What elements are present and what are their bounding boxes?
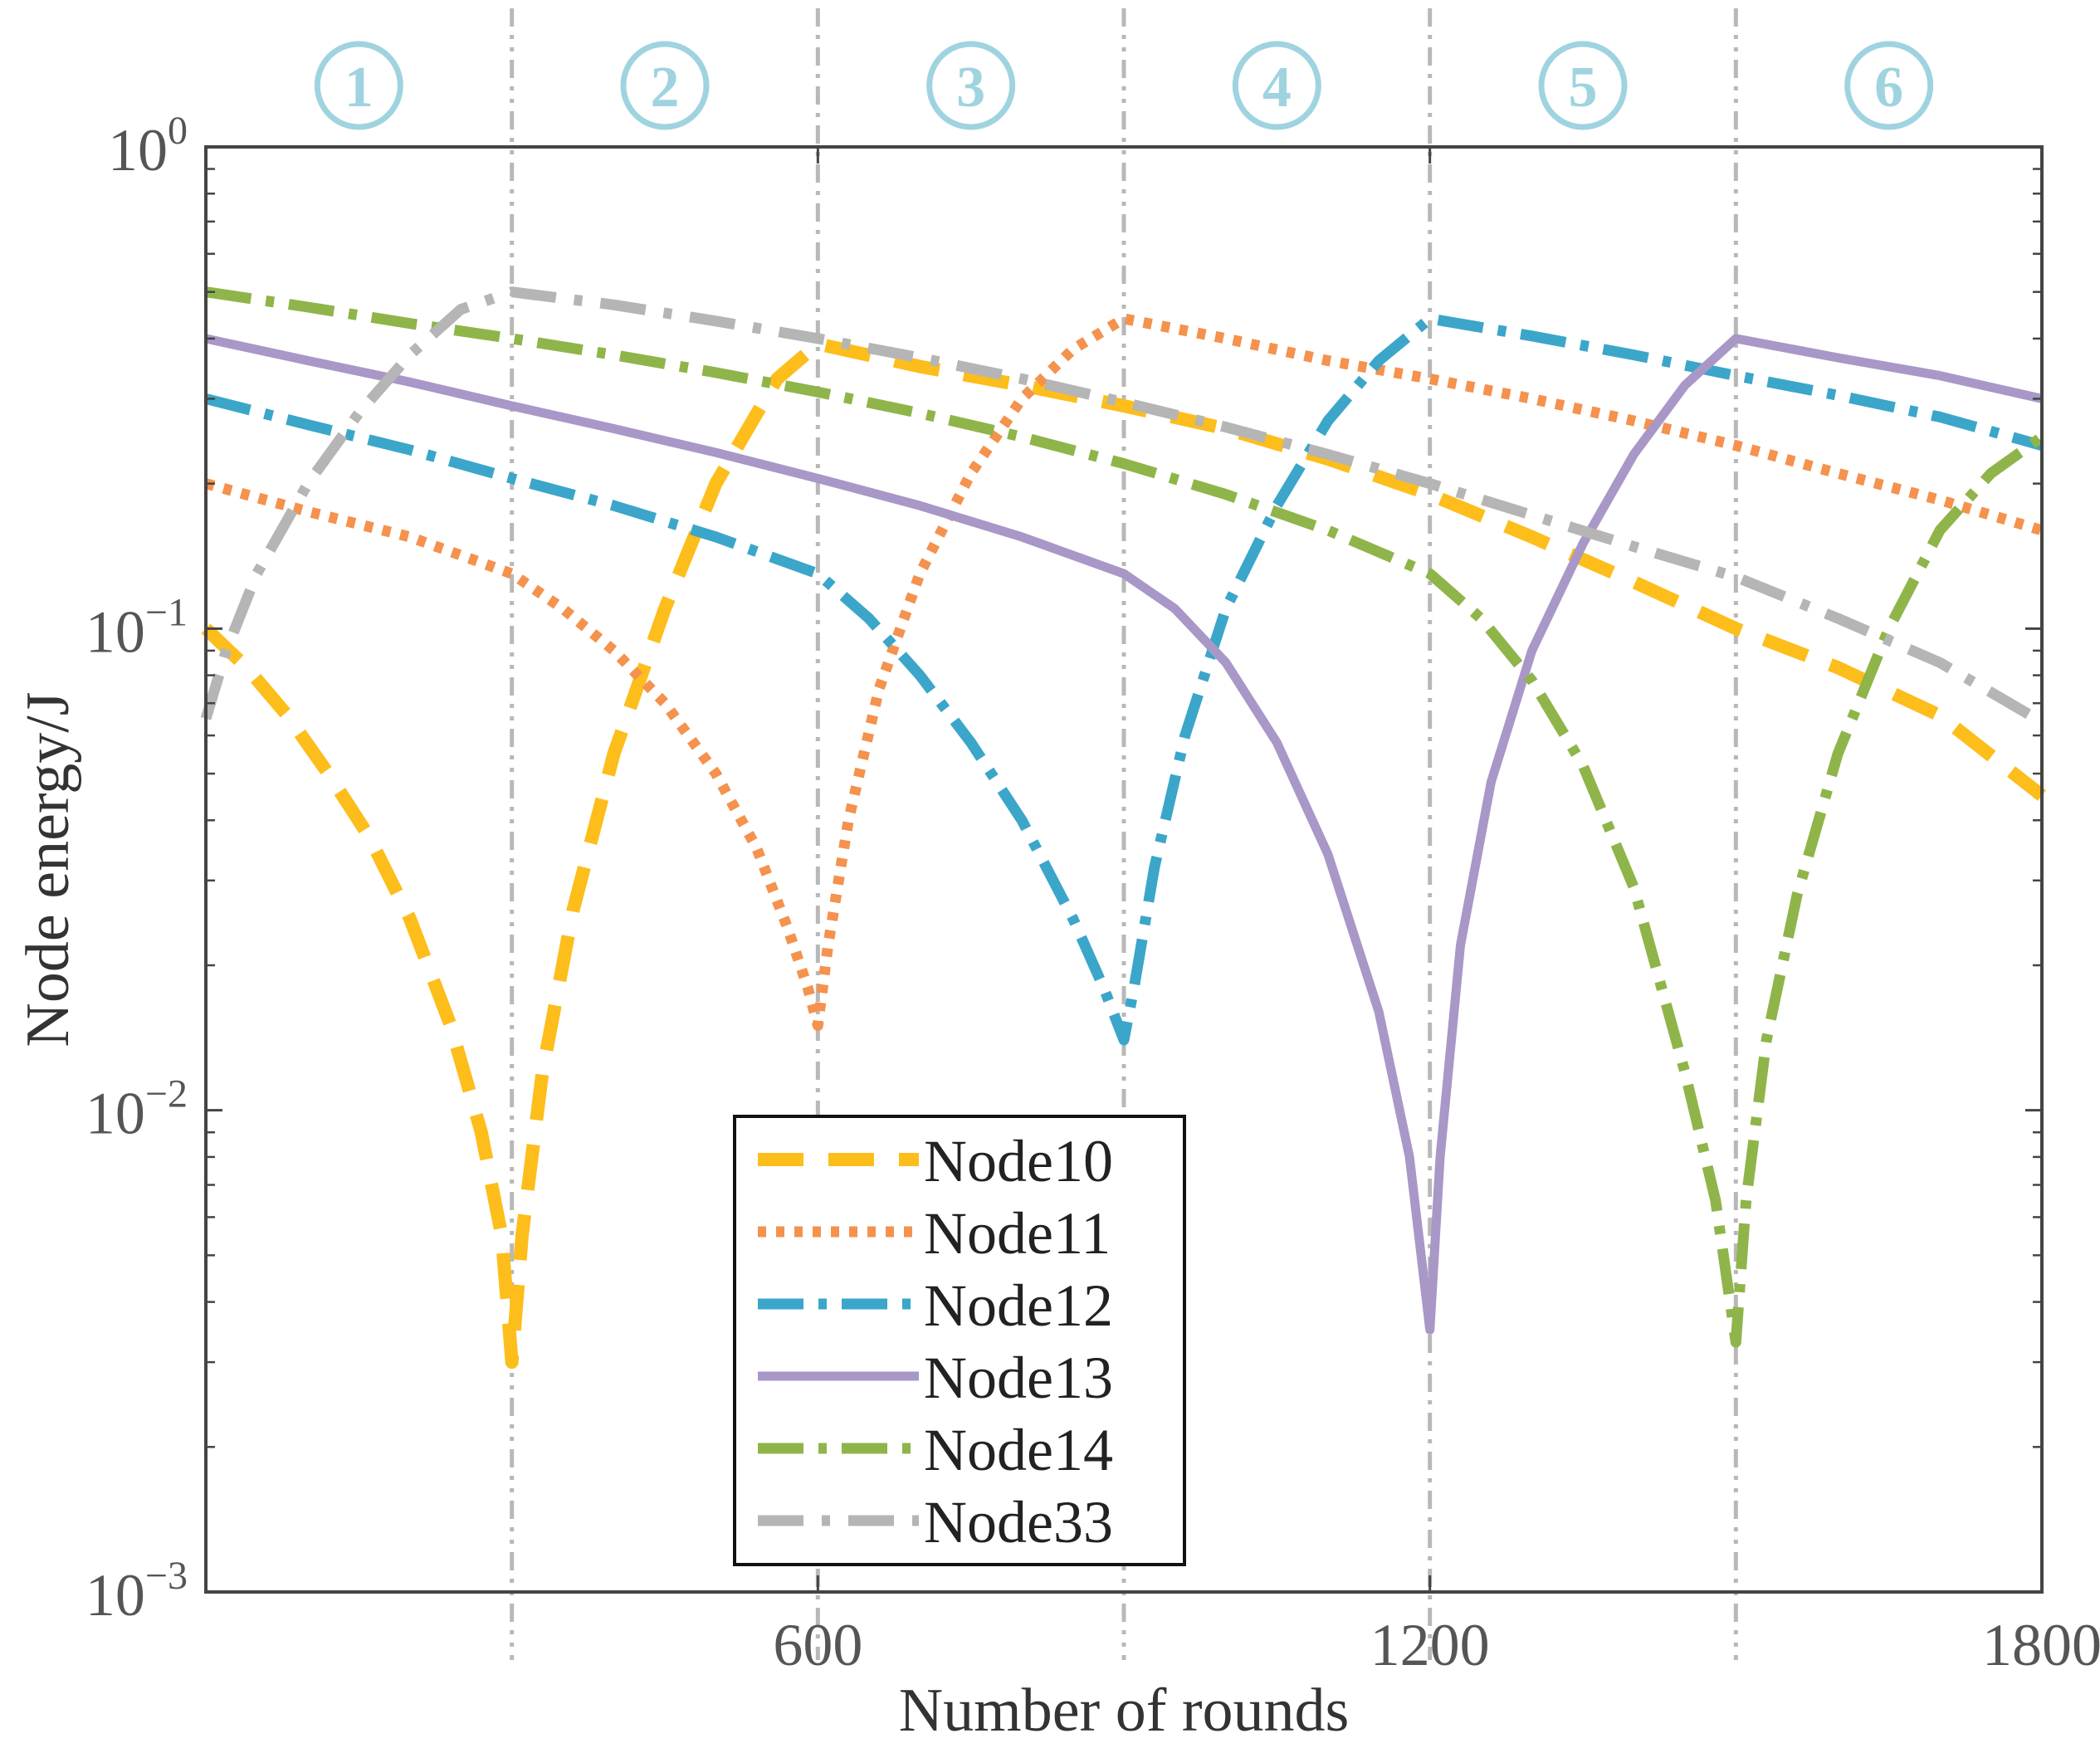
phase-label: 1 (344, 56, 374, 120)
phase-label: 2 (651, 56, 680, 120)
y-tick-label: 10−2 (85, 1072, 188, 1147)
y-tick-label: 10−1 (85, 590, 188, 665)
phase-circle (1538, 41, 1628, 130)
series-line-node13 (204, 334, 2044, 1335)
series-line-node10 (201, 337, 2046, 1370)
legend-box (733, 1115, 1186, 1566)
series-line-node14 (205, 286, 2045, 1348)
x-axis-label: Number of rounds (899, 1677, 1350, 1745)
phase-label: 4 (1262, 56, 1292, 120)
phase-circle (620, 41, 710, 130)
phase-circle (926, 41, 1016, 130)
axis-ticks: 10−3 10−2 10−1 100 600 1200 1800 (85, 109, 2100, 1678)
phase-label: 3 (956, 56, 985, 120)
legend-label: Node13 (924, 1345, 1113, 1411)
x-tick-label: 600 (773, 1612, 862, 1678)
phase-boundaries (510, 8, 1738, 1660)
phase-circle (1232, 41, 1321, 130)
legend-label: Node14 (924, 1417, 1113, 1483)
phase-label: 5 (1569, 56, 1598, 120)
phase-circle (314, 41, 403, 130)
x-tick-label: 1800 (1982, 1612, 2100, 1678)
legend-label: Node10 (924, 1128, 1113, 1194)
y-tick-label: 10−3 (85, 1554, 188, 1628)
legend-label: Node12 (924, 1272, 1113, 1339)
y-axis-label: Node energy/J (14, 691, 82, 1047)
series-line-node11 (204, 313, 2044, 1031)
phase-labels: 1 2 3 4 5 6 (314, 41, 1934, 130)
phase-label: 6 (1874, 56, 1903, 120)
series-line-node12 (204, 313, 2044, 1046)
axes-box (204, 145, 2044, 1594)
phase-circle (1844, 41, 1934, 130)
series-line-node33 (200, 286, 2045, 727)
series-layer (200, 286, 2046, 1370)
legend-label: Node11 (924, 1200, 1111, 1267)
legend-label: Node33 (924, 1489, 1113, 1555)
y-tick-label: 100 (108, 109, 188, 183)
x-tick-label: 1200 (1370, 1612, 1490, 1678)
